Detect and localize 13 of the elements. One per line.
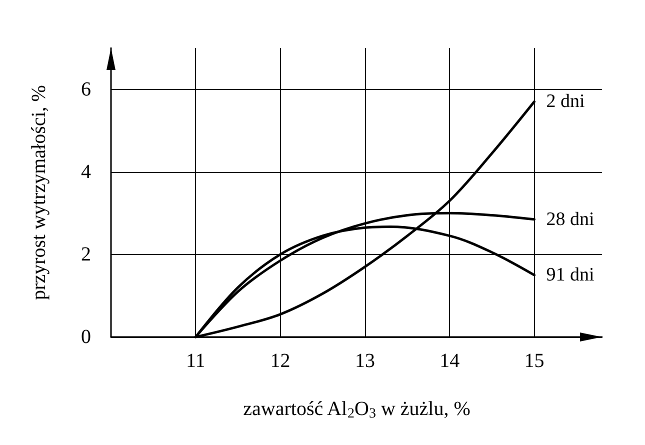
x-tick-label: 12 [270, 350, 290, 372]
x-tick-label: 15 [524, 350, 544, 372]
series-label: 91 dni [546, 264, 594, 286]
x-tick-label: 11 [186, 350, 206, 372]
y-tick-label: 2 [81, 243, 91, 266]
y-axis-title: przyrost wytrzymałości, % [28, 85, 50, 300]
series-label: 28 dni [546, 208, 594, 230]
x-tick-label: 14 [440, 350, 460, 372]
series-label: 2 dni [546, 91, 585, 112]
y-tick-label: 4 [81, 160, 91, 183]
y-tick-label: 0 [81, 326, 91, 348]
x-tick-label: 13 [354, 350, 375, 372]
y-tick-label: 6 [81, 78, 91, 100]
